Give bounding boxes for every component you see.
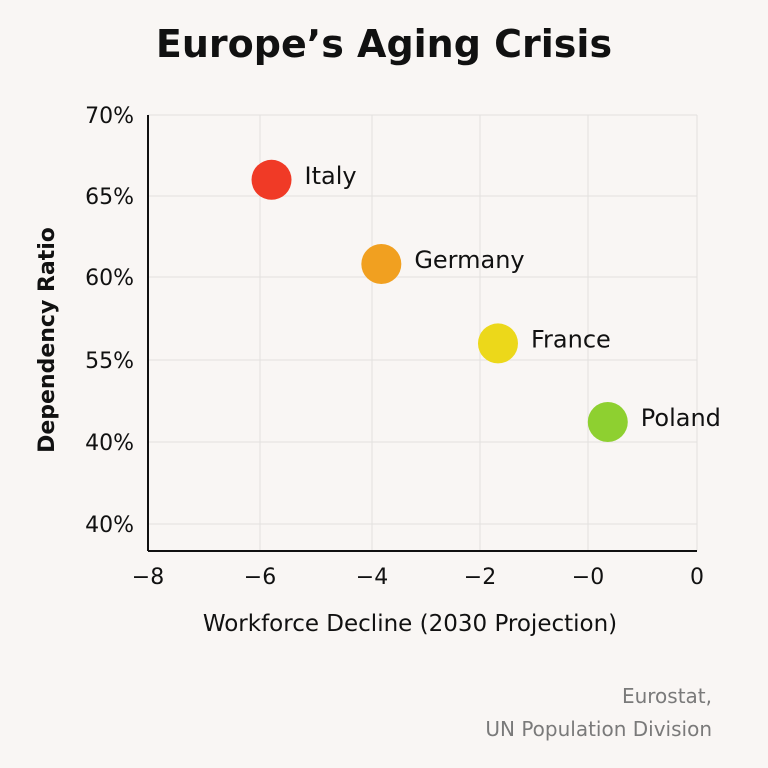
scatter-point [251,159,292,200]
chart-title: Europe’s Aging Crisis [155,22,613,66]
point-label: Italy [305,162,357,190]
point-label: France [531,325,611,353]
y-tick-label: 55% [85,349,134,374]
x-axis-label: Workforce Decline (2030 Projection) [203,611,617,637]
tick-labels: −8 −6 −4 −2 −0 0 70% 65% 60% 55% 40% 40% [85,104,704,590]
source-note: Eurostat, UN Population Division [485,680,712,746]
x-tick-label: −6 [244,565,276,590]
y-tick-label: 40% [85,431,134,456]
scatter-point [587,402,628,442]
source-line-1: Eurostat, [621,684,712,708]
x-tick-label: −0 [572,565,604,590]
y-tick-label: 70% [85,104,134,129]
grid [148,114,698,551]
x-tick-label: 0 [690,565,704,590]
source-line-2: UN Population Division [485,717,712,741]
point-label: Poland [641,404,721,432]
y-tick-label: 60% [85,266,134,291]
point-label: Germany [414,246,524,274]
axes [147,115,697,552]
x-tick-label: −8 [132,565,164,590]
y-axis-label: Dependency Ratio [35,227,60,453]
y-tick-label: 65% [85,185,134,210]
scatter-point [477,323,518,364]
x-tick-label: −4 [356,565,388,590]
x-tick-label: −2 [464,565,496,590]
scatter-point [361,244,402,285]
data-points: Italy Germany France Poland [251,159,721,442]
y-tick-label: 40% [85,513,134,538]
